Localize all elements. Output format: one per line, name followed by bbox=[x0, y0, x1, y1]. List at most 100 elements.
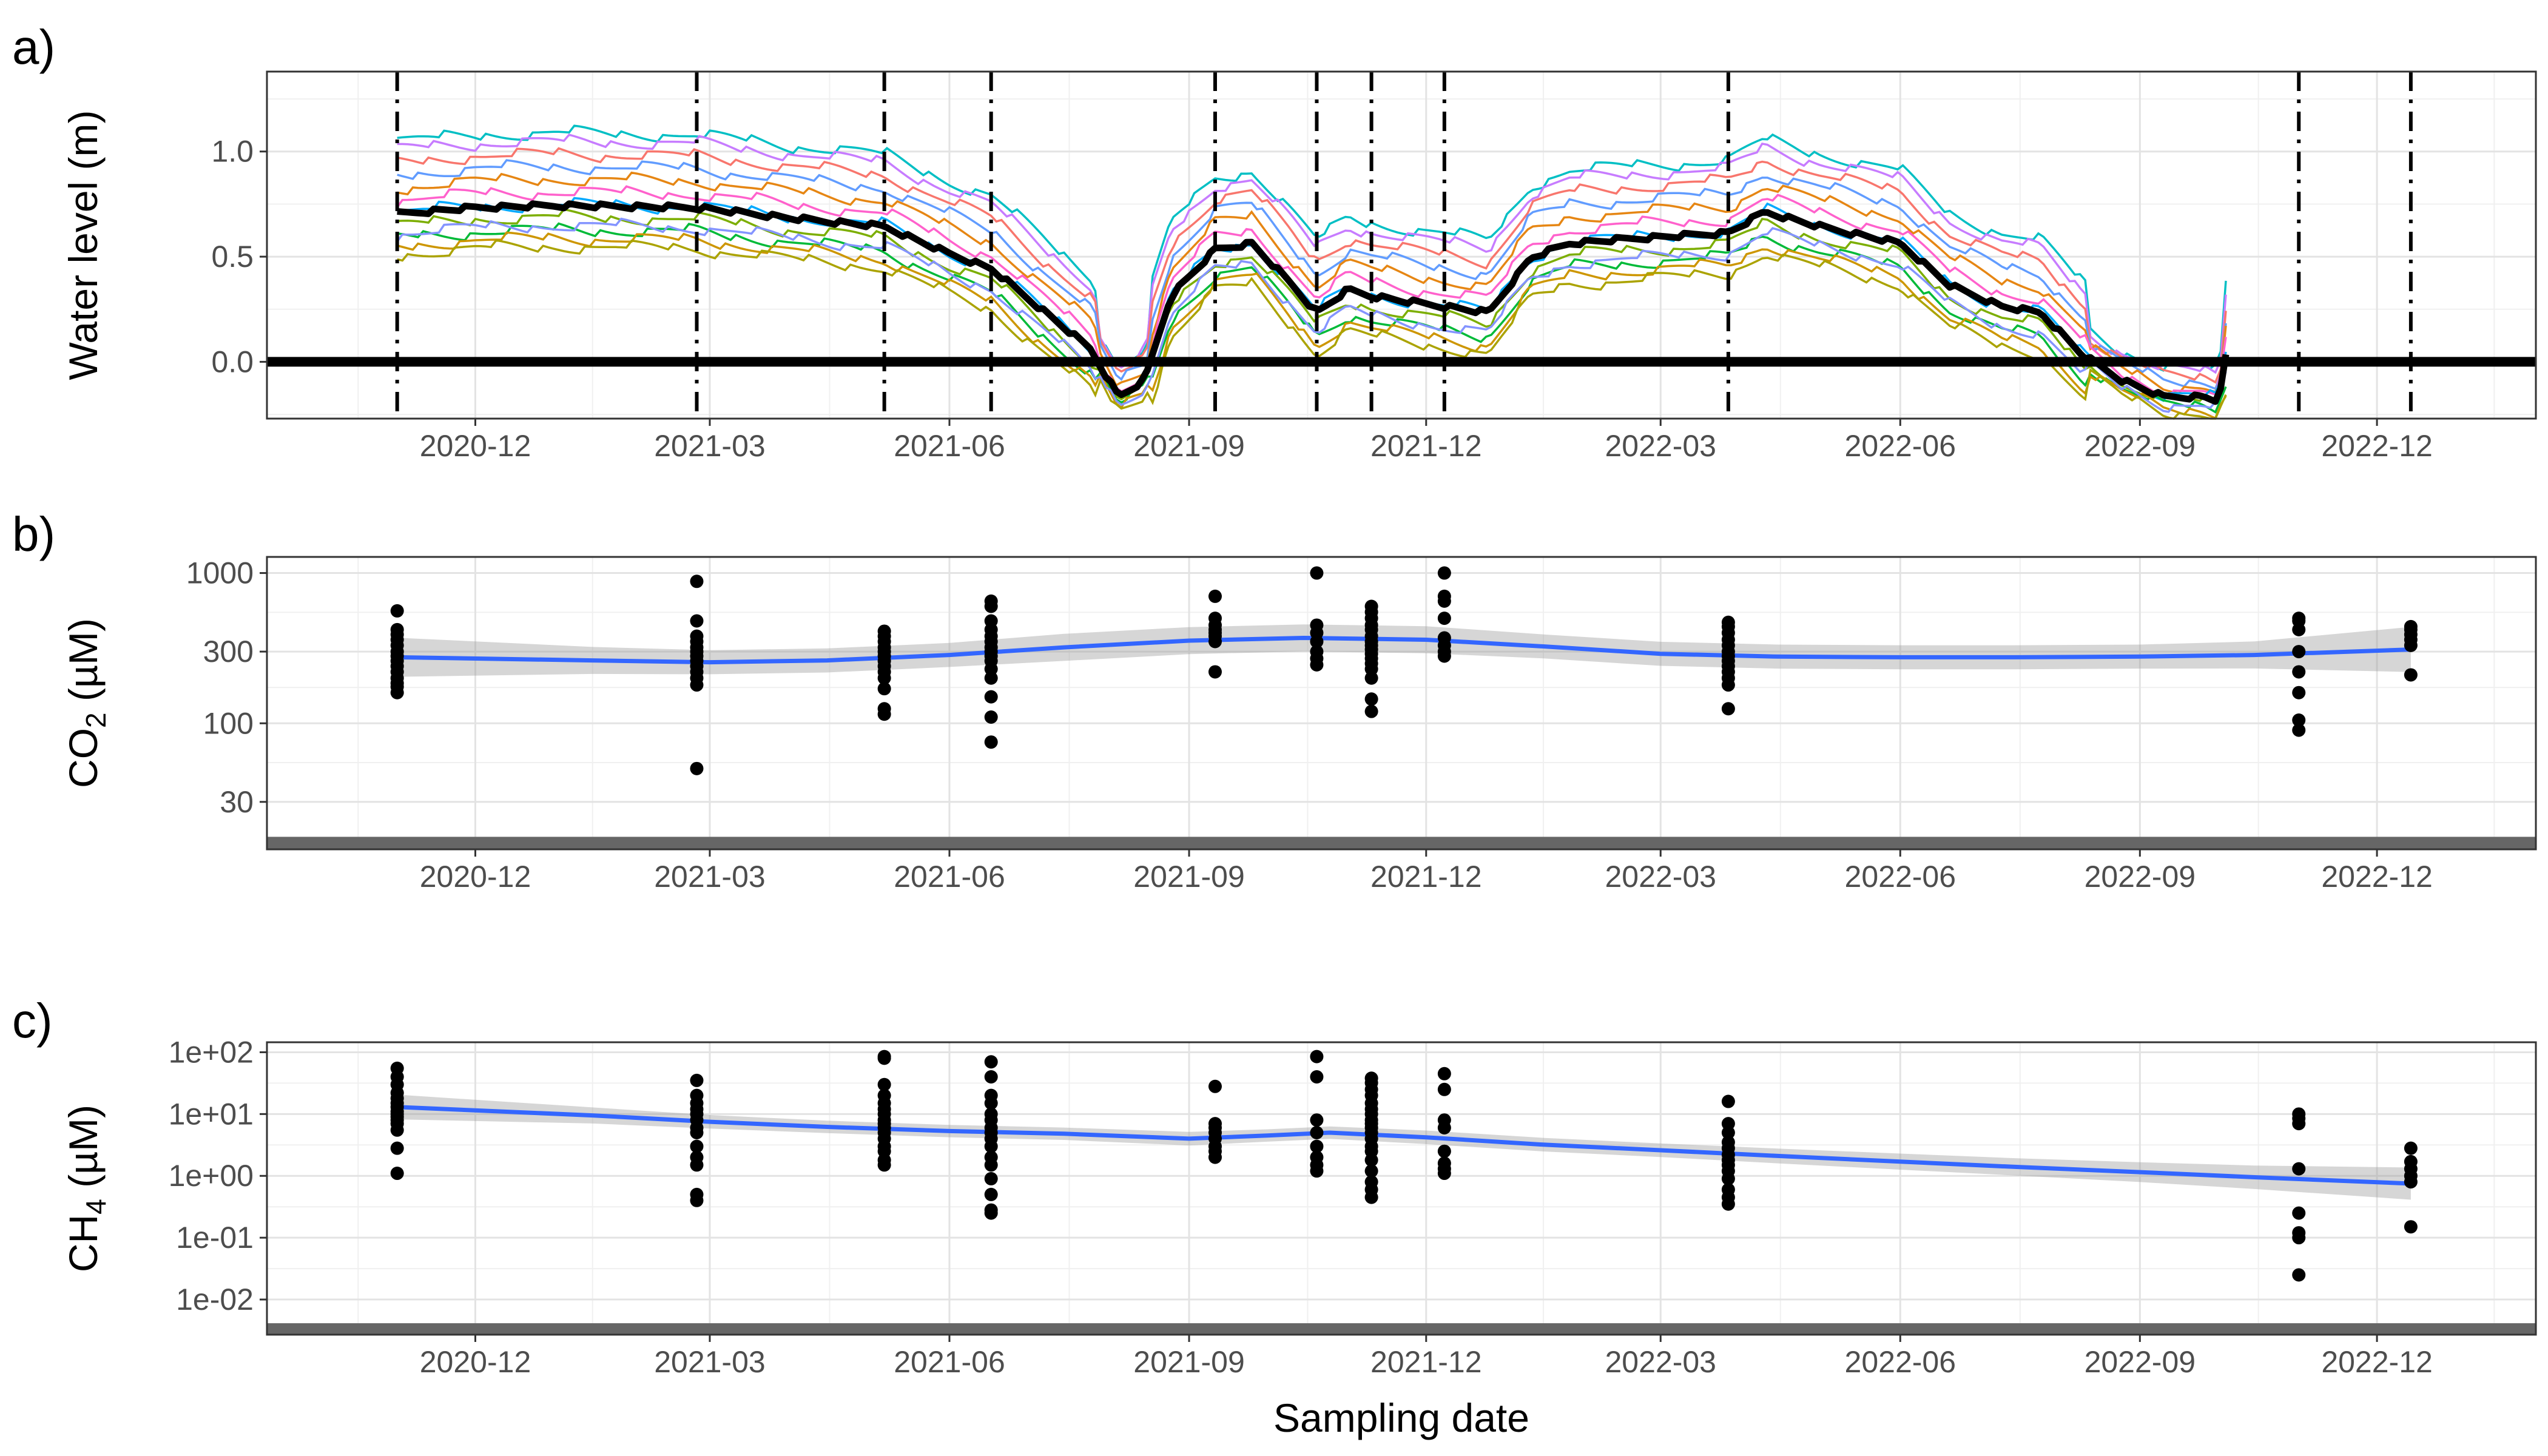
smooth-trend-line-c bbox=[397, 1105, 2412, 1186]
data-point bbox=[1310, 1150, 1324, 1164]
data-point bbox=[390, 604, 404, 618]
water-level-panel: a) 0.0 0.5 1.0 2020-12 2021-03 2021-06 2021-0… bbox=[12, 20, 2537, 463]
x-tick-labels-b: 2020-12 2021-03 2021-06 2021-09 2021-12 2022-… bbox=[420, 849, 2433, 894]
well-line bbox=[397, 208, 2227, 404]
well-line bbox=[397, 159, 2227, 391]
y-tick-label: 1.0 bbox=[211, 135, 254, 169]
x-tick-label: 2022-03 bbox=[1605, 429, 1716, 463]
y-axis-title-c-main: CH bbox=[61, 1215, 106, 1272]
data-point bbox=[984, 1187, 998, 1201]
y-axis-title-b: CO2 (µM) bbox=[61, 618, 112, 788]
data-point bbox=[2292, 612, 2306, 625]
data-point bbox=[984, 671, 998, 685]
data-point bbox=[1310, 1113, 1324, 1127]
x-tick-label: 2022-12 bbox=[2321, 860, 2433, 894]
data-point bbox=[984, 710, 998, 724]
x-tick-label: 2022-03 bbox=[1605, 1345, 1716, 1379]
data-point bbox=[1364, 599, 1378, 613]
ch4-panel: c) 1e-02 1e-01 1e+00 1e+01 1e+02 2020-12 2021… bbox=[12, 994, 2537, 1440]
y-axis-title-b-unit: (µM) bbox=[61, 618, 106, 712]
y-tick-label: 100 bbox=[203, 706, 254, 740]
y-axis-title-c-sub: 4 bbox=[80, 1199, 112, 1215]
data-point bbox=[2292, 665, 2306, 679]
data-point bbox=[2404, 668, 2418, 682]
data-point bbox=[984, 1055, 998, 1069]
co2-points bbox=[390, 566, 2418, 775]
data-point bbox=[2292, 1162, 2306, 1176]
plot-background-c bbox=[267, 1042, 2536, 1335]
data-point bbox=[1364, 671, 1378, 685]
x-tick-label: 2021-03 bbox=[654, 1345, 766, 1379]
well-line bbox=[397, 171, 2227, 395]
y-tick-label: 30 bbox=[220, 785, 254, 819]
x-tick-label: 2022-12 bbox=[2321, 1345, 2433, 1379]
x-tick-label: 2022-03 bbox=[1605, 860, 1716, 894]
data-point bbox=[1364, 1175, 1378, 1189]
well-line bbox=[396, 185, 2227, 399]
panel-label-b: b) bbox=[12, 507, 55, 561]
data-point bbox=[690, 629, 704, 643]
well-line bbox=[397, 239, 2227, 420]
x-tick-label: 2021-09 bbox=[1133, 429, 1245, 463]
data-point bbox=[1364, 1164, 1378, 1178]
data-point bbox=[1437, 631, 1451, 645]
x-tick-label: 2021-06 bbox=[894, 860, 1005, 894]
data-point bbox=[1437, 1067, 1451, 1080]
x-axis-title: Sampling date bbox=[1273, 1395, 1529, 1440]
data-point bbox=[1208, 589, 1222, 603]
data-point bbox=[1721, 1117, 1735, 1131]
data-point bbox=[1437, 1156, 1451, 1170]
panel-label-a: a) bbox=[12, 20, 55, 74]
y-tick-label: 0.5 bbox=[211, 240, 254, 274]
y-axis-title-b-main: CO bbox=[61, 728, 106, 788]
y-tick-labels-c: 1e-02 1e-01 1e+00 1e+01 1e+02 bbox=[169, 1035, 267, 1316]
data-point bbox=[1310, 1050, 1324, 1063]
panel-label-c: c) bbox=[12, 994, 53, 1048]
y-axis-title-a: Water level (m) bbox=[61, 110, 106, 380]
x-tick-label: 2020-12 bbox=[420, 1345, 531, 1379]
data-point bbox=[984, 614, 998, 628]
grid-c bbox=[267, 1042, 2536, 1335]
data-point bbox=[690, 1187, 704, 1201]
well-line bbox=[396, 217, 2227, 413]
data-point bbox=[1721, 1094, 1735, 1108]
x-tick-label: 2022-06 bbox=[1845, 860, 1956, 894]
data-point bbox=[2404, 619, 2418, 633]
well-line bbox=[397, 133, 2227, 374]
x-tick-labels-a: 2020-12 2021-03 2021-06 2021-09 2021-12 2022-… bbox=[420, 419, 2433, 463]
data-point bbox=[690, 614, 704, 628]
data-point bbox=[984, 1107, 998, 1121]
data-point bbox=[2292, 713, 2306, 727]
data-point bbox=[877, 1050, 891, 1063]
well-line bbox=[397, 231, 2227, 420]
data-point bbox=[690, 761, 704, 775]
data-point bbox=[984, 1070, 998, 1084]
y-tick-label: 1e+00 bbox=[169, 1159, 254, 1193]
data-point bbox=[1721, 1182, 1735, 1196]
data-point bbox=[1437, 566, 1451, 580]
data-point bbox=[1721, 1135, 1735, 1149]
data-point bbox=[390, 622, 404, 636]
data-point bbox=[1208, 665, 1222, 679]
grid-b bbox=[267, 557, 2536, 849]
x-tick-labels-c: 2020-12 2021-03 2021-06 2021-09 2021-12 2022-… bbox=[420, 1335, 2433, 1379]
data-point bbox=[1208, 1117, 1222, 1131]
data-point bbox=[690, 1088, 704, 1102]
data-point bbox=[2404, 1154, 2418, 1168]
y-tick-label: 1000 bbox=[186, 556, 254, 590]
data-point bbox=[877, 682, 891, 696]
data-point bbox=[1208, 612, 1222, 625]
x-tick-label: 2021-06 bbox=[894, 1345, 1005, 1379]
data-point bbox=[1310, 1139, 1324, 1153]
x-tick-label: 2021-03 bbox=[654, 860, 766, 894]
y-tick-label: 1e+02 bbox=[169, 1035, 254, 1069]
plot-border-a bbox=[266, 70, 2537, 420]
smooth-trend-line-b bbox=[397, 635, 2412, 665]
x-tick-label: 2022-06 bbox=[1845, 1345, 1956, 1379]
data-point bbox=[2292, 686, 2306, 699]
y-tick-label: 1e-02 bbox=[176, 1282, 254, 1316]
data-point bbox=[1437, 589, 1451, 603]
data-point bbox=[984, 735, 998, 749]
data-point bbox=[390, 1061, 404, 1075]
